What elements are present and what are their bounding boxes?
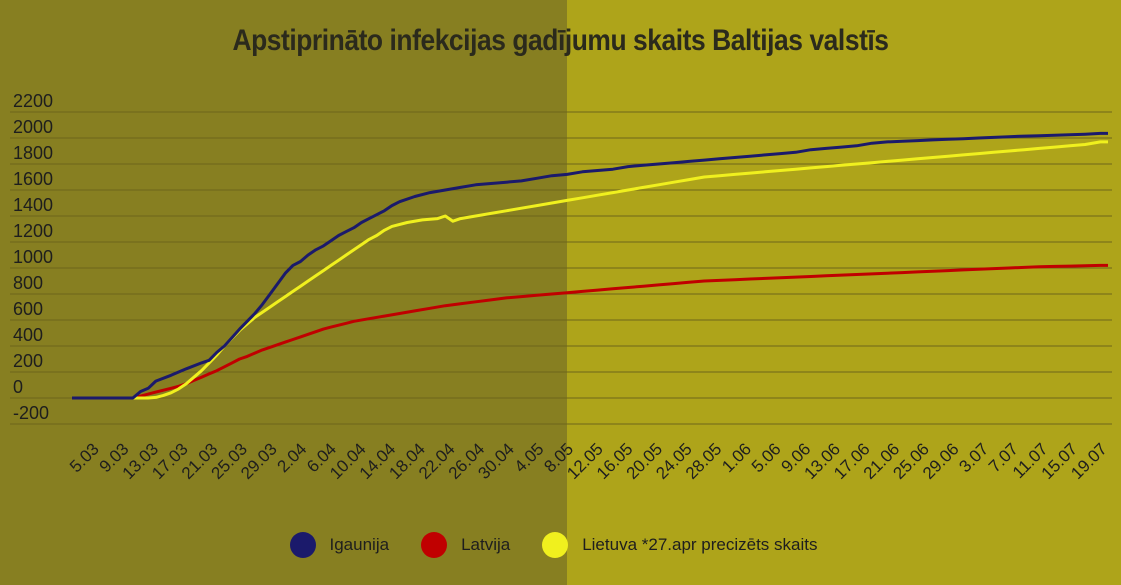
chart-legend: Igaunija Latvija Lietuva *27.apr precizē… [0, 532, 1121, 558]
y-tick-label: -200 [13, 403, 49, 423]
y-tick-label: 1800 [13, 143, 53, 163]
x-axis-ticks: 5.039.0313.0317.0321.0325.0329.032.046.0… [66, 439, 1111, 483]
legend-item-igaunija[interactable]: Igaunija [289, 532, 390, 558]
legend-swatch-igaunija [289, 532, 316, 558]
y-tick-label: 0 [13, 377, 23, 397]
y-tick-label: 1200 [13, 221, 53, 241]
x-tick-label: 2.04 [274, 439, 311, 476]
x-tick-label: 5.06 [748, 439, 785, 476]
y-tick-label: 1000 [13, 247, 53, 267]
y-axis-ticks: 2200200018001600140012001000800600400200… [13, 91, 53, 423]
y-tick-label: 2200 [13, 91, 53, 111]
chart-title: Apstiprināto infekcijas gadījumu skaits … [232, 24, 889, 57]
y-tick-label: 400 [13, 325, 43, 345]
legend-label-lietuva: Lietuva *27.apr precizēts skaits [582, 535, 818, 554]
y-tick-label: 600 [13, 299, 43, 319]
y-tick-label: 2000 [13, 117, 53, 137]
series-line-lat [72, 263, 1108, 400]
y-tick-label: 1400 [13, 195, 53, 215]
legend-item-latvija[interactable]: Latvija [421, 532, 510, 558]
series-line-lit [72, 140, 1108, 400]
chart-grid [10, 111, 1112, 425]
legend-item-lietuva[interactable]: Lietuva *27.apr precizēts skaits [542, 532, 818, 558]
legend-label-igaunija: Igaunija [329, 535, 390, 554]
chart-series-lines [72, 131, 1108, 400]
legend-swatch-latvija [421, 532, 448, 558]
x-tick-label: 3.07 [955, 439, 992, 476]
x-tick-label: 5.03 [66, 439, 103, 476]
background-right-panel [567, 0, 1121, 585]
series-line-est [72, 131, 1108, 400]
x-tick-label: 1.06 [718, 439, 755, 476]
y-tick-label: 800 [13, 273, 43, 293]
x-tick-label: 4.05 [511, 439, 548, 476]
y-tick-label: 1600 [13, 169, 53, 189]
legend-swatch-lietuva [542, 532, 569, 558]
y-tick-label: 200 [13, 351, 43, 371]
legend-label-latvija: Latvija [461, 535, 511, 554]
background-left-panel [0, 0, 567, 585]
